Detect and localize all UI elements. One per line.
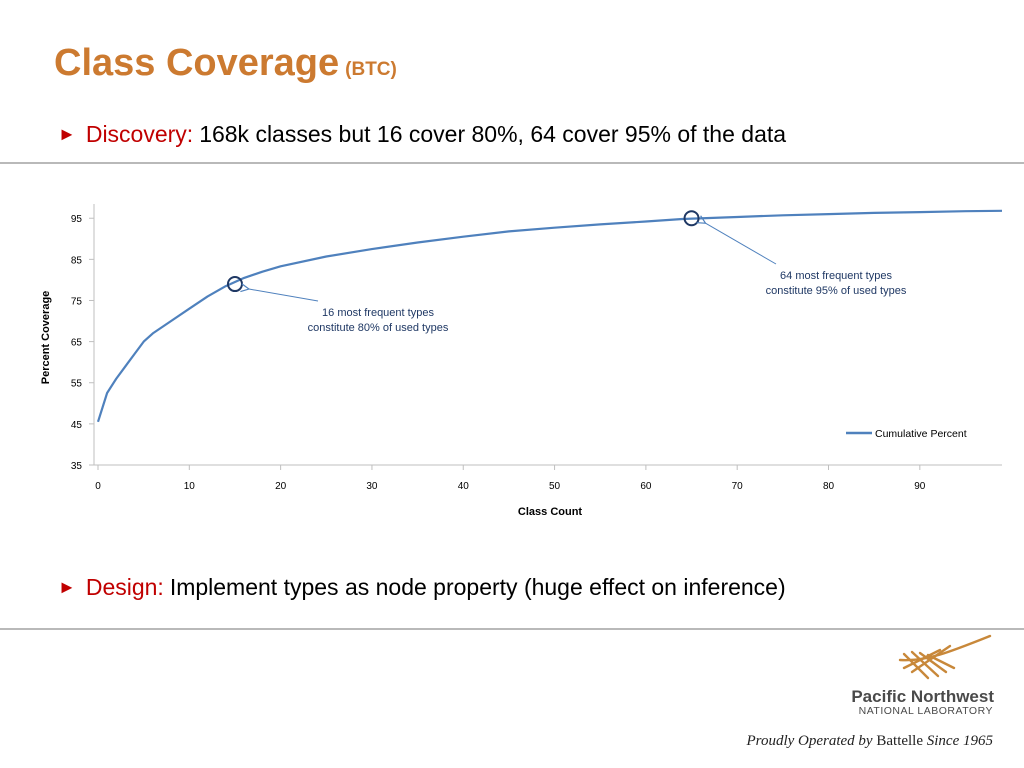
x-axis-title: Class Count <box>518 506 583 518</box>
org-subtitle: NATIONAL LABORATORY <box>858 705 993 717</box>
x-tick-label: 70 <box>732 481 744 492</box>
org-tagline: Proudly Operated by Battelle Since 1965 <box>747 733 993 750</box>
bullet-arrow-icon: ► <box>58 124 76 144</box>
x-tick-label: 90 <box>914 481 926 492</box>
x-tick-label: 20 <box>275 481 287 492</box>
series-line-cumulative-percent <box>96 209 1003 423</box>
y-tick-label: 65 <box>71 338 83 349</box>
y-axis-title: Percent Coverage <box>40 291 52 385</box>
slide-title-main: Class Coverage <box>54 42 340 84</box>
bullet-text: Implement types as node property (huge e… <box>169 574 786 600</box>
x-tick-label: 60 <box>640 481 652 492</box>
pnnl-logo-icon <box>898 634 992 680</box>
y-tick-label: 35 <box>71 461 83 472</box>
org-name: Pacific Northwest <box>851 687 994 706</box>
bullet-discovery: ► Discovery: 168k classes but 16 cover 80%… <box>58 123 786 146</box>
y-tick-label: 75 <box>71 296 83 307</box>
x-tick-label: 0 <box>95 481 101 492</box>
annotation-text: 64 most frequent types <box>780 270 892 282</box>
x-tick-label: 80 <box>823 481 835 492</box>
legend-label: Cumulative Percent <box>875 428 967 440</box>
annotation-text: constitute 80% of used types <box>308 322 449 334</box>
slide-title: Class Coverage (BTC) <box>54 44 397 82</box>
y-tick-label: 55 <box>71 379 83 390</box>
x-tick-label: 50 <box>549 481 561 492</box>
annotation-arrow <box>249 289 319 302</box>
x-tick-label: 30 <box>366 481 378 492</box>
bullet-design: ► Design: Implement types as node property… <box>58 576 786 599</box>
bullet-text: 168k classes but 16 cover 80%, 64 cover … <box>199 121 787 147</box>
y-tick-label: 45 <box>71 420 83 431</box>
bullet-arrow-icon: ► <box>58 577 76 597</box>
x-tick-label: 10 <box>184 481 196 492</box>
slide-title-suffix: (BTC) <box>345 59 397 80</box>
annotation-text: constitute 95% of used types <box>766 285 907 297</box>
coverage-chart: 0 10 20 30 40 50 60 70 80 90 35 45 55 65 75 85 95 Class C… <box>40 204 1003 518</box>
bullet-label: Design: <box>85 574 164 600</box>
bullet-label: Discovery: <box>85 121 194 147</box>
x-tick-label: 40 <box>458 481 470 492</box>
annotation-text: 16 most frequent types <box>322 307 434 319</box>
tagline-pre: Proudly Operated by <box>746 733 873 749</box>
tagline-brand: Battelle <box>876 733 924 749</box>
divider-top <box>0 162 1024 164</box>
y-tick-label: 95 <box>71 214 83 225</box>
divider-bottom <box>0 628 1024 630</box>
tagline-post: Since 1965 <box>926 733 993 749</box>
y-tick-label: 85 <box>71 255 83 266</box>
annotation-arrow <box>706 223 777 265</box>
